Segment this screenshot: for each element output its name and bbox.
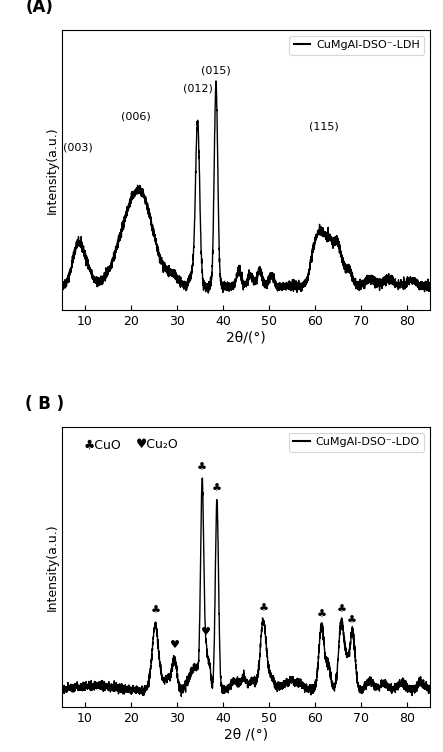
- Y-axis label: Intensity(a.u.): Intensity(a.u.): [46, 126, 59, 214]
- X-axis label: 2θ/(°): 2θ/(°): [226, 330, 266, 344]
- Text: ♣: ♣: [150, 605, 160, 616]
- Legend: CuMgAl-DSO⁻-LDH: CuMgAl-DSO⁻-LDH: [289, 35, 424, 55]
- Y-axis label: Intensity(a.u.): Intensity(a.u.): [46, 523, 59, 611]
- Text: ♣: ♣: [346, 616, 357, 626]
- Text: (006): (006): [120, 111, 151, 122]
- Text: (115): (115): [309, 122, 339, 132]
- Text: ♣: ♣: [337, 605, 346, 615]
- Text: ♣: ♣: [258, 604, 268, 614]
- Text: ♥Cu₂O: ♥Cu₂O: [136, 438, 179, 451]
- Text: (012): (012): [183, 83, 213, 94]
- Text: ♣: ♣: [317, 610, 326, 620]
- Text: ♣: ♣: [212, 484, 222, 494]
- X-axis label: 2θ /(°): 2θ /(°): [224, 727, 268, 741]
- Text: (015): (015): [201, 66, 231, 76]
- Legend: CuMgAl-DSO⁻-LDO: CuMgAl-DSO⁻-LDO: [289, 432, 424, 452]
- Text: (A): (A): [25, 0, 53, 16]
- Text: (003): (003): [63, 142, 93, 152]
- Text: ♥: ♥: [170, 640, 179, 650]
- Text: ♣: ♣: [197, 463, 207, 473]
- Text: ♣CuO: ♣CuO: [84, 438, 122, 451]
- Text: ( B ): ( B ): [25, 396, 64, 414]
- Text: ♥: ♥: [201, 627, 211, 637]
